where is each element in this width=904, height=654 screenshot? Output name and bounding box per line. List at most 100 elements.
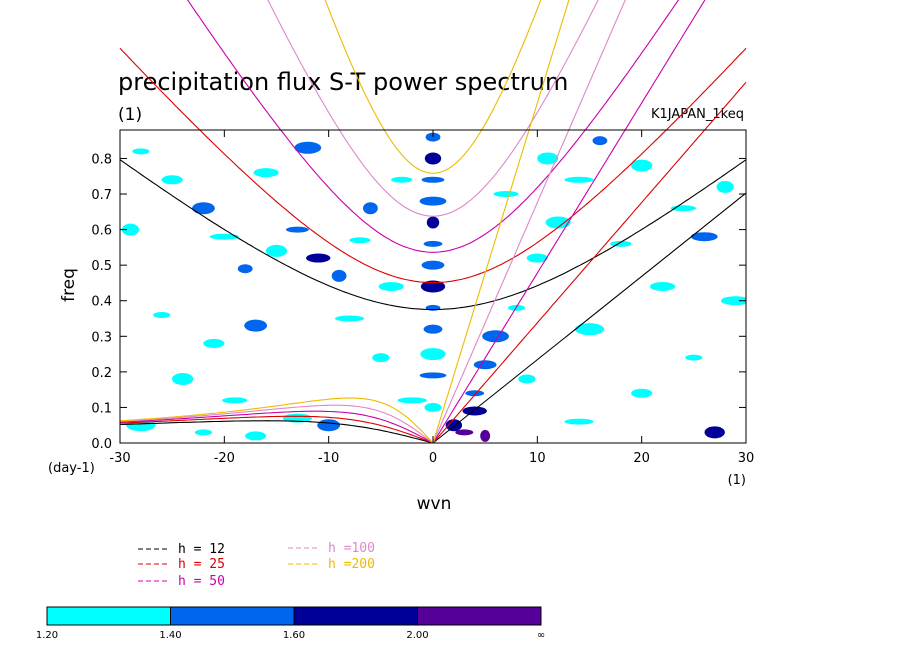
- spectral-blob: [545, 216, 571, 229]
- spectral-blob: [306, 253, 331, 263]
- legend-label: h = 12: [178, 542, 225, 557]
- spectral-blob: [465, 390, 485, 397]
- y-tick-label: 0.5: [91, 259, 112, 274]
- spectral-blob: [294, 141, 322, 154]
- y-axis-label: freq: [59, 268, 79, 302]
- spectral-blob: [455, 429, 474, 436]
- colorbar-label: 2.00: [406, 630, 428, 641]
- colorbar-swatch: [170, 606, 295, 626]
- kelvin-curve-h50: [432, 0, 706, 444]
- spectral-blob: [462, 406, 487, 416]
- spectral-blob: [378, 282, 404, 291]
- spectral-blob: [244, 319, 268, 332]
- spectral-blob: [424, 402, 442, 412]
- spectral-blob: [564, 418, 594, 425]
- spectral-blob: [592, 136, 608, 146]
- spectral-blob: [445, 419, 463, 432]
- spectral-blob: [349, 237, 371, 244]
- spectral-blob: [716, 180, 734, 193]
- spectral-blob: [172, 372, 194, 385]
- kelvin-curve-h12: [432, 192, 747, 444]
- spectral-blob: [397, 397, 427, 404]
- colorbar: 1.20 1.40 1.60 2.00 ∞: [36, 606, 545, 641]
- spectral-blob: [473, 360, 497, 370]
- colorbar-swatch: [417, 606, 542, 626]
- spectral-blob: [363, 202, 378, 215]
- spectral-blob: [480, 429, 491, 442]
- spectral-blob: [192, 202, 215, 215]
- x-axis-label: wvn: [417, 494, 452, 514]
- spectral-blob: [245, 431, 267, 441]
- spectral-blob: [424, 152, 442, 165]
- spectral-blob: [425, 132, 441, 142]
- y-tick-label: 0.7: [91, 188, 112, 203]
- legend-label: h = 50: [178, 574, 225, 589]
- y-tick-label: 0.8: [91, 152, 112, 167]
- chart-title: precipitation flux S-T power spectrum: [118, 68, 568, 96]
- run-label: K1JAPAN_1keq: [651, 107, 744, 122]
- spectral-blob: [331, 269, 347, 282]
- spectral-blob: [631, 388, 653, 398]
- y-tick-label: 0.3: [91, 330, 112, 345]
- spectral-blob: [423, 324, 443, 334]
- spectral-blob: [690, 232, 718, 242]
- axes: -30 -20 -10 0 10 20 30 0.0 0.1 0.2 0.3 0.4 0.5 0.6 0.7…: [91, 130, 754, 466]
- rossby-curve-h200: [119, 397, 434, 444]
- y-tick-label: 0.6: [91, 224, 112, 239]
- rossby-curve-h12: [119, 420, 434, 444]
- spectral-blob: [537, 152, 559, 165]
- legend-label: h =100: [328, 541, 375, 556]
- x-unit-label: (1): [728, 473, 746, 488]
- spectral-blob: [419, 196, 447, 206]
- rossby-curve-h50: [119, 410, 434, 444]
- gravity-curve-h200: [324, 0, 542, 174]
- colorbar-label: 1.20: [36, 630, 58, 641]
- spectral-blob: [493, 191, 519, 198]
- x-tick-label: 0: [429, 451, 437, 466]
- colorbar-swatch: [46, 606, 171, 626]
- x-tick-label: -30: [109, 451, 130, 466]
- spectral-blob: [161, 175, 183, 185]
- x-tick-label: 30: [738, 451, 755, 466]
- colorbar-label: 1.60: [283, 630, 305, 641]
- spectral-blob: [421, 176, 445, 183]
- spectral-blob: [420, 280, 446, 293]
- y-tick-label: 0.0: [91, 437, 112, 452]
- spectral-blob: [121, 223, 140, 236]
- spectral-blob: [203, 338, 225, 348]
- kelvin-curve-h25: [432, 81, 747, 444]
- spectral-blob: [237, 264, 253, 274]
- spectral-blob: [132, 148, 150, 155]
- rossby-curve-h25: [119, 415, 434, 444]
- spectral-blob: [649, 282, 676, 291]
- x-tick-label: 10: [529, 451, 546, 466]
- gravity-curve-h100: [267, 0, 599, 217]
- colorbar-label: 1.40: [159, 630, 181, 641]
- spectral-blob: [518, 374, 536, 384]
- x-tick-label: -10: [318, 451, 339, 466]
- colorbar-swatch: [293, 606, 418, 626]
- spectral-blob: [285, 226, 309, 233]
- spectral-blob: [317, 419, 341, 432]
- spectral-blob: [222, 397, 248, 404]
- x-tick-label: -20: [214, 451, 235, 466]
- y-tick-label: 0.1: [91, 401, 112, 416]
- legend-label: h = 25: [178, 557, 225, 572]
- spectral-blob: [253, 168, 279, 178]
- legend-label: h =200: [328, 557, 375, 572]
- dispersion-curves: [119, 0, 747, 444]
- spectral-blob: [720, 296, 746, 306]
- x-tick-label: 20: [633, 451, 650, 466]
- spectral-blob: [153, 311, 171, 318]
- colorbar-label: ∞: [537, 630, 545, 641]
- spectral-blob: [704, 426, 725, 439]
- spectral-blob: [419, 372, 447, 379]
- kelvin-curve-h200: [432, 0, 570, 444]
- y-tick-label: 0.2: [91, 366, 112, 381]
- spectral-blob: [426, 216, 440, 229]
- spectral-blob: [421, 260, 445, 270]
- gravity-curve-h12: [119, 159, 747, 311]
- spectral-blob: [574, 323, 605, 336]
- gravity-curve-h50: [186, 0, 680, 253]
